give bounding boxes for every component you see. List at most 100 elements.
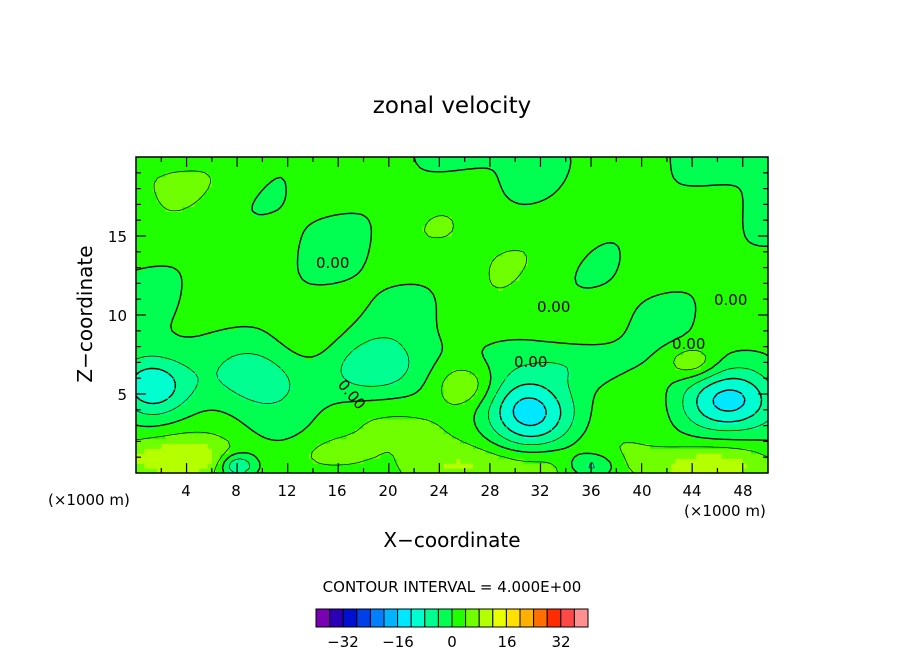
contour-cell: [721, 453, 727, 459]
contour-cell: [384, 394, 390, 400]
contour-cell: [363, 379, 369, 385]
contour-cell: [548, 463, 554, 469]
contour-cell: [329, 364, 335, 370]
contour-cell: [620, 344, 626, 351]
contour-cell: [178, 398, 183, 405]
contour-cell: [144, 315, 150, 321]
contour-cell: [136, 418, 141, 425]
contour-cell: [173, 394, 179, 400]
contour-cell: [591, 344, 596, 351]
contour-cell: [253, 413, 259, 420]
contour-cell: [654, 408, 660, 415]
contour-cell: [532, 310, 537, 316]
contour-cell: [654, 310, 660, 316]
contour-cell: [418, 398, 424, 405]
contour-cell: [199, 329, 205, 336]
contour-cell: [452, 423, 457, 430]
contour-cell: [350, 389, 356, 395]
contour-cell: [700, 453, 706, 459]
contour-cell: [485, 379, 491, 385]
contour-cell: [165, 354, 171, 361]
contour-cell: [447, 374, 453, 380]
contour-cell: [388, 359, 394, 365]
contour-cell: [468, 389, 474, 395]
contour-cell: [742, 349, 748, 356]
contour-cell: [443, 334, 449, 341]
contour-cell: [216, 398, 221, 405]
contour-cell: [582, 458, 588, 464]
contour-cell: [519, 374, 525, 380]
contour-cell: [393, 448, 398, 454]
contour-cell: [397, 408, 403, 415]
contour-cell: [717, 408, 723, 415]
contour-cell: [738, 448, 744, 454]
contour-cell: [338, 344, 344, 351]
contour-cell: [763, 364, 768, 370]
contour-cell: [692, 423, 697, 430]
contour-cell: [405, 349, 411, 356]
contour-cell: [650, 403, 655, 410]
contour-cell: [169, 458, 175, 464]
contour-cell: [304, 398, 310, 405]
contour-cell: [329, 448, 335, 454]
contour-cell: [435, 418, 440, 425]
contour-cell: [620, 418, 626, 425]
contour-cell: [477, 339, 483, 346]
contour-cell: [599, 458, 605, 464]
contour-cell: [262, 319, 268, 326]
contour-cell: [557, 389, 563, 395]
contour-cell: [418, 344, 424, 351]
contour-cell: [359, 463, 365, 469]
contour-cell: [342, 344, 348, 351]
contour-cell: [140, 448, 146, 454]
contour-cell: [308, 413, 314, 420]
contour-cell: [321, 319, 327, 326]
contour-cell: [182, 310, 188, 316]
contour-cell: [494, 315, 499, 321]
contour-cell: [342, 315, 348, 321]
contour-cell: [211, 329, 217, 336]
contour-cell: [502, 364, 508, 370]
contour-cell: [237, 433, 242, 440]
contour-cell: [746, 463, 752, 469]
contour-cell: [709, 403, 714, 410]
contour-cell: [574, 403, 579, 410]
contour-cell: [603, 389, 609, 395]
contour-cell: [620, 394, 626, 400]
contour-cell: [460, 324, 466, 331]
contour-cell: [548, 364, 554, 370]
contour-cell: [447, 354, 453, 361]
contour-cell: [489, 468, 495, 473]
contour-cell: [165, 384, 171, 390]
contour-cell: [595, 374, 601, 380]
contour-cell: [679, 443, 685, 449]
contour-cell: [460, 433, 466, 440]
contour-cell: [738, 315, 744, 321]
contour-cell: [734, 413, 740, 420]
contour-cell: [675, 359, 681, 365]
contour-cell: [422, 458, 428, 464]
contour-cell: [692, 379, 697, 385]
contour-cell: [666, 408, 672, 415]
contour-cell: [553, 438, 558, 444]
contour-cell: [671, 408, 676, 415]
contour-cell: [359, 324, 365, 331]
contour-cell: [266, 468, 272, 473]
contour-cell: [409, 394, 415, 400]
contour-cell: [671, 324, 676, 331]
contour-cell: [245, 334, 251, 341]
contour-cell: [628, 374, 634, 380]
contour-cell: [763, 334, 768, 341]
contour-cell: [456, 428, 462, 435]
contour-cell: [300, 319, 306, 326]
contour-cell: [199, 349, 205, 356]
contour-cell: [704, 369, 710, 375]
contour-cell: [485, 339, 491, 346]
contour-cell: [759, 408, 765, 415]
contour-cell: [329, 443, 335, 449]
contour-cell: [717, 413, 723, 420]
contour-cell: [312, 319, 318, 326]
contour-cell: [553, 324, 558, 331]
contour-cell: [304, 418, 310, 425]
contour-cell: [679, 463, 685, 469]
